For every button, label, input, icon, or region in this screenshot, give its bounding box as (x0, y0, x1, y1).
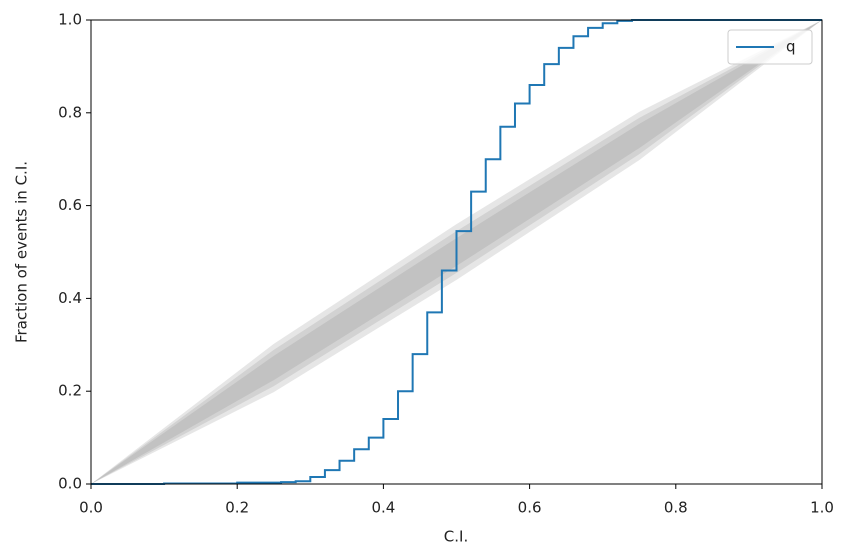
y-tick-label: 0.6 (58, 196, 82, 214)
plot-frame (90, 19, 823, 485)
x-tick-label: 0.0 (79, 499, 103, 517)
y-tick-label: 0.8 (58, 103, 82, 121)
x-axis-label: C.I. (444, 528, 468, 546)
legend-label: q (786, 38, 796, 56)
y-axis-label: Fraction of events in C.I. (13, 161, 31, 343)
x-tick-label: 0.4 (371, 499, 395, 517)
x-tick-label: 0.6 (518, 499, 542, 517)
y-tick-label: 0.4 (58, 289, 82, 307)
x-tick-label: 0.2 (225, 499, 249, 517)
y-tick-label: 0.2 (58, 382, 82, 400)
x-tick-label: 0.8 (664, 499, 688, 517)
step-line (91, 19, 822, 485)
y-tick-label: 1.0 (58, 11, 82, 29)
y-tick-label: 0.0 (58, 475, 82, 493)
x-tick-label: 1.0 (810, 499, 834, 517)
